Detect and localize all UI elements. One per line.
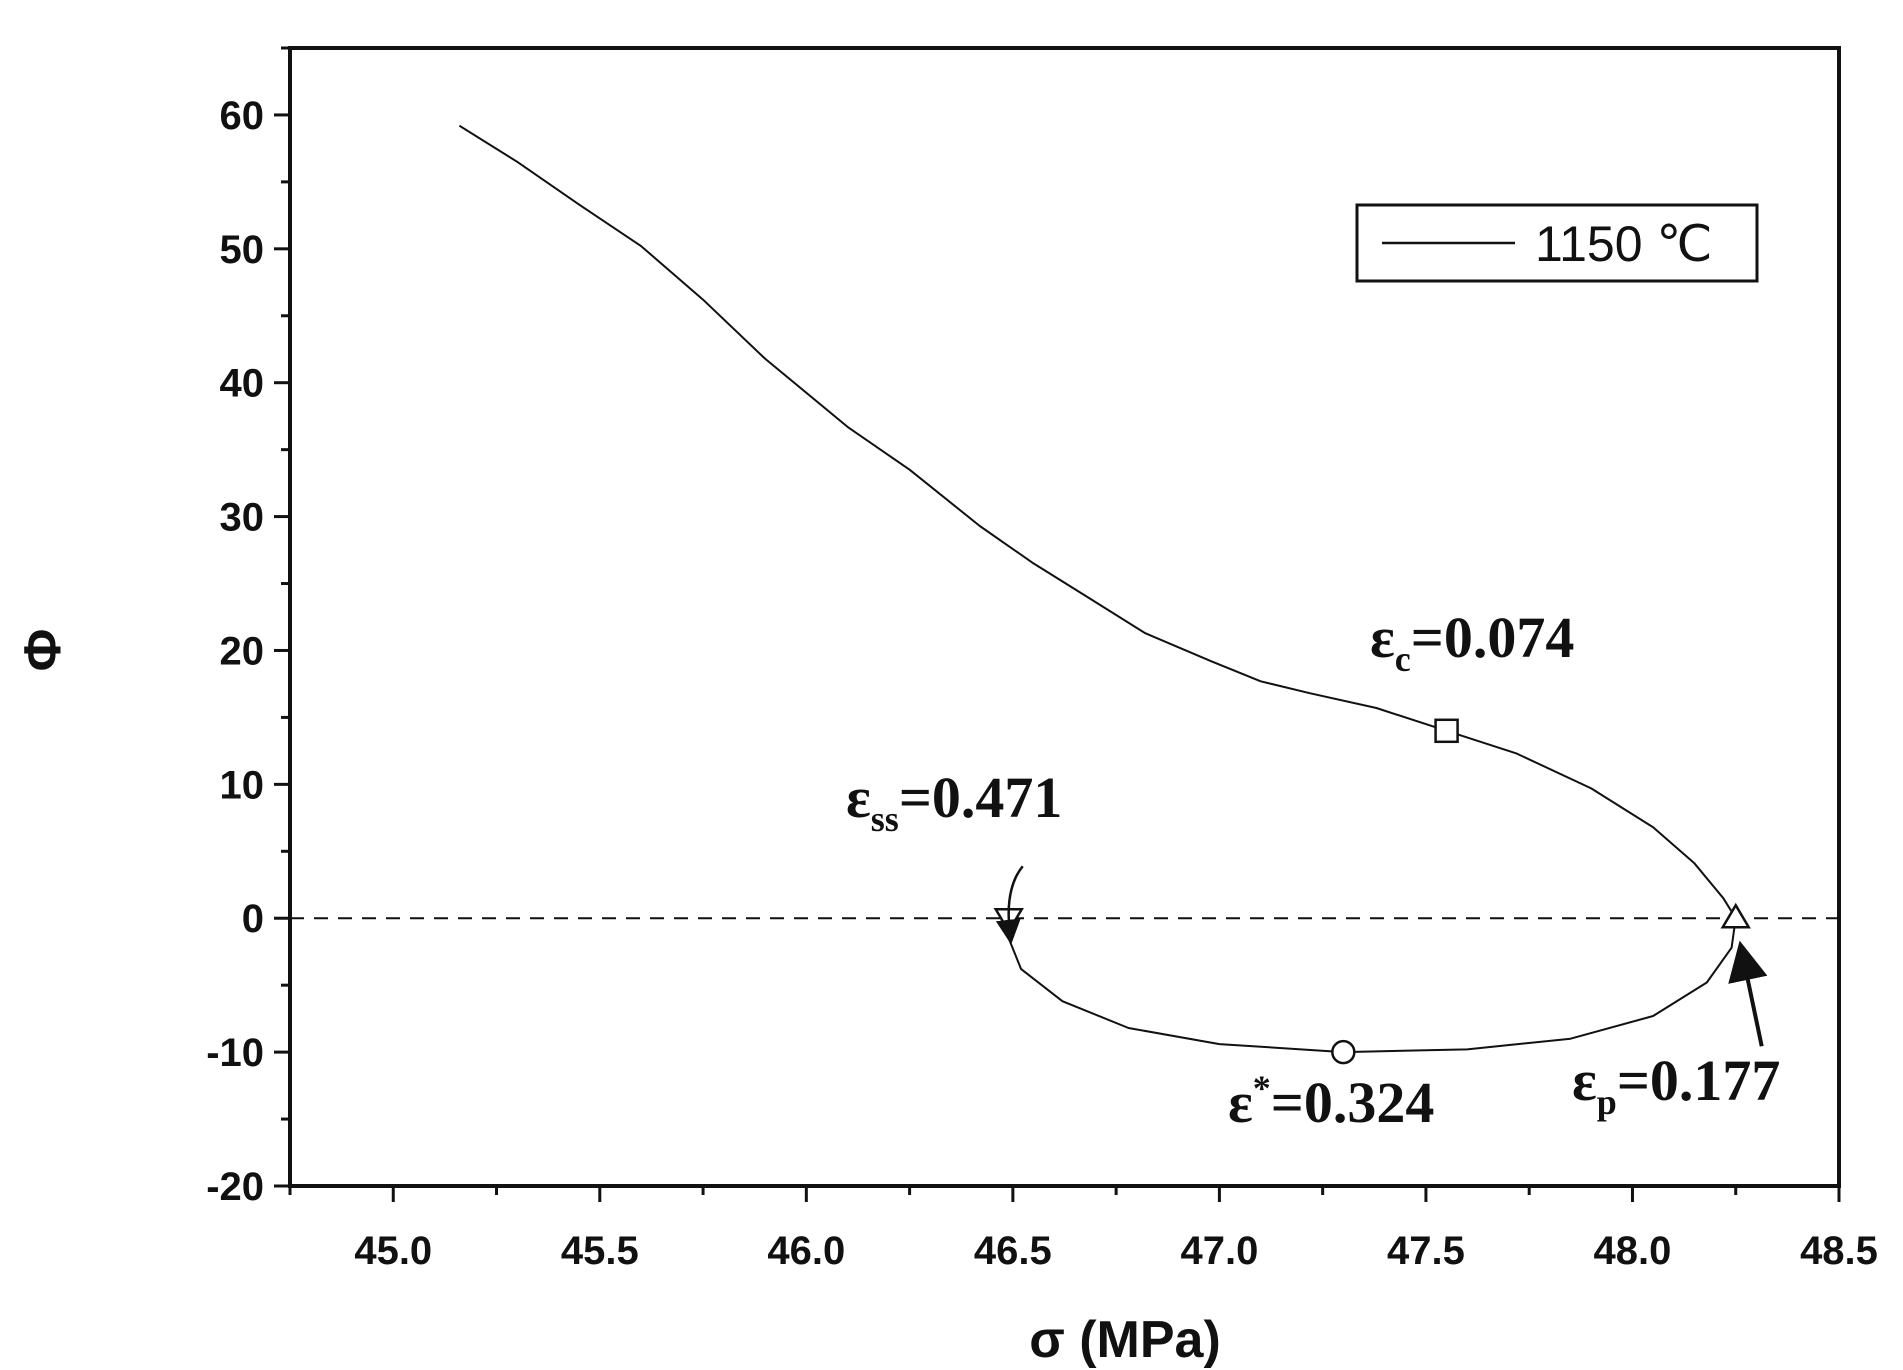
y-tick-label: 30	[220, 496, 265, 540]
y-tick-label: 0	[242, 897, 264, 941]
epsilon-c-symbol: ε	[1370, 605, 1395, 670]
plot-frame	[288, 46, 1841, 1188]
epsilon-ss-symbol: ε	[846, 765, 871, 830]
epsilon-star-symbol: ε	[1228, 1070, 1253, 1135]
epsilon-c-subscript: c	[1395, 639, 1411, 679]
epsilon-p-subscript: p	[1597, 1082, 1617, 1122]
legend: 1150 ℃	[1355, 203, 1759, 283]
y-tick-label: 50	[220, 228, 265, 272]
x-tick-label: 45.5	[561, 1229, 639, 1273]
x-axis-ticks: 45.0 45.5 46.0 46.5 47.0 47.5 48.0 48.5	[288, 1186, 1878, 1273]
y-axis-title: Φ	[14, 629, 72, 672]
markers-group	[993, 718, 1751, 1065]
series-line	[458, 124, 1737, 1054]
epsilon-c-label: εc=0.074	[1370, 605, 1574, 679]
x-tick-label: 47.0	[1180, 1229, 1258, 1273]
x-axis-title: σ (MPa)	[1029, 1311, 1221, 1369]
x-tick-label: 46.5	[974, 1229, 1052, 1273]
x-tick-label: 45.0	[354, 1229, 432, 1273]
epsilon-p-label: εp=0.177	[1572, 1048, 1780, 1122]
y-tick-label: 10	[220, 763, 265, 807]
y-tick-label: 40	[220, 362, 265, 406]
epsilon-p-value: =0.177	[1617, 1048, 1781, 1113]
series-group	[458, 124, 1737, 1054]
y-tick-label: 20	[220, 629, 265, 673]
y-tick-label: -10	[206, 1031, 264, 1075]
x-tick-label: 47.5	[1387, 1229, 1465, 1273]
x-tick-label: 46.0	[767, 1229, 845, 1273]
y-tick-label: -20	[206, 1165, 264, 1209]
x-tick-label: 48.5	[1800, 1229, 1878, 1273]
epsilon-star-superscript: *	[1253, 1068, 1271, 1108]
epsilon-ss-value: =0.471	[899, 765, 1063, 830]
y-tick-label: 60	[220, 94, 265, 138]
epsilon-star-label: ε*=0.324	[1228, 1068, 1434, 1135]
epsilon-star-value: =0.324	[1271, 1070, 1435, 1135]
legend-entry: 1150 ℃	[1535, 216, 1713, 272]
epsilon-ss-label: εss=0.471	[846, 765, 1062, 839]
y-axis-ticks: -20 -10 0 10 20 30 40 50 60	[206, 46, 290, 1209]
circle-marker	[1331, 1039, 1356, 1065]
epsilon-ss-arrow	[995, 865, 1024, 945]
square-marker	[1434, 718, 1459, 744]
epsilon-p-symbol: ε	[1572, 1048, 1597, 1113]
triangle-up-marker	[1720, 902, 1751, 929]
epsilon-ss-subscript: ss	[871, 799, 899, 839]
epsilon-p-arrow	[1728, 940, 1768, 1047]
x-tick-label: 48.0	[1594, 1229, 1672, 1273]
epsilon-c-value: =0.074	[1411, 605, 1575, 670]
